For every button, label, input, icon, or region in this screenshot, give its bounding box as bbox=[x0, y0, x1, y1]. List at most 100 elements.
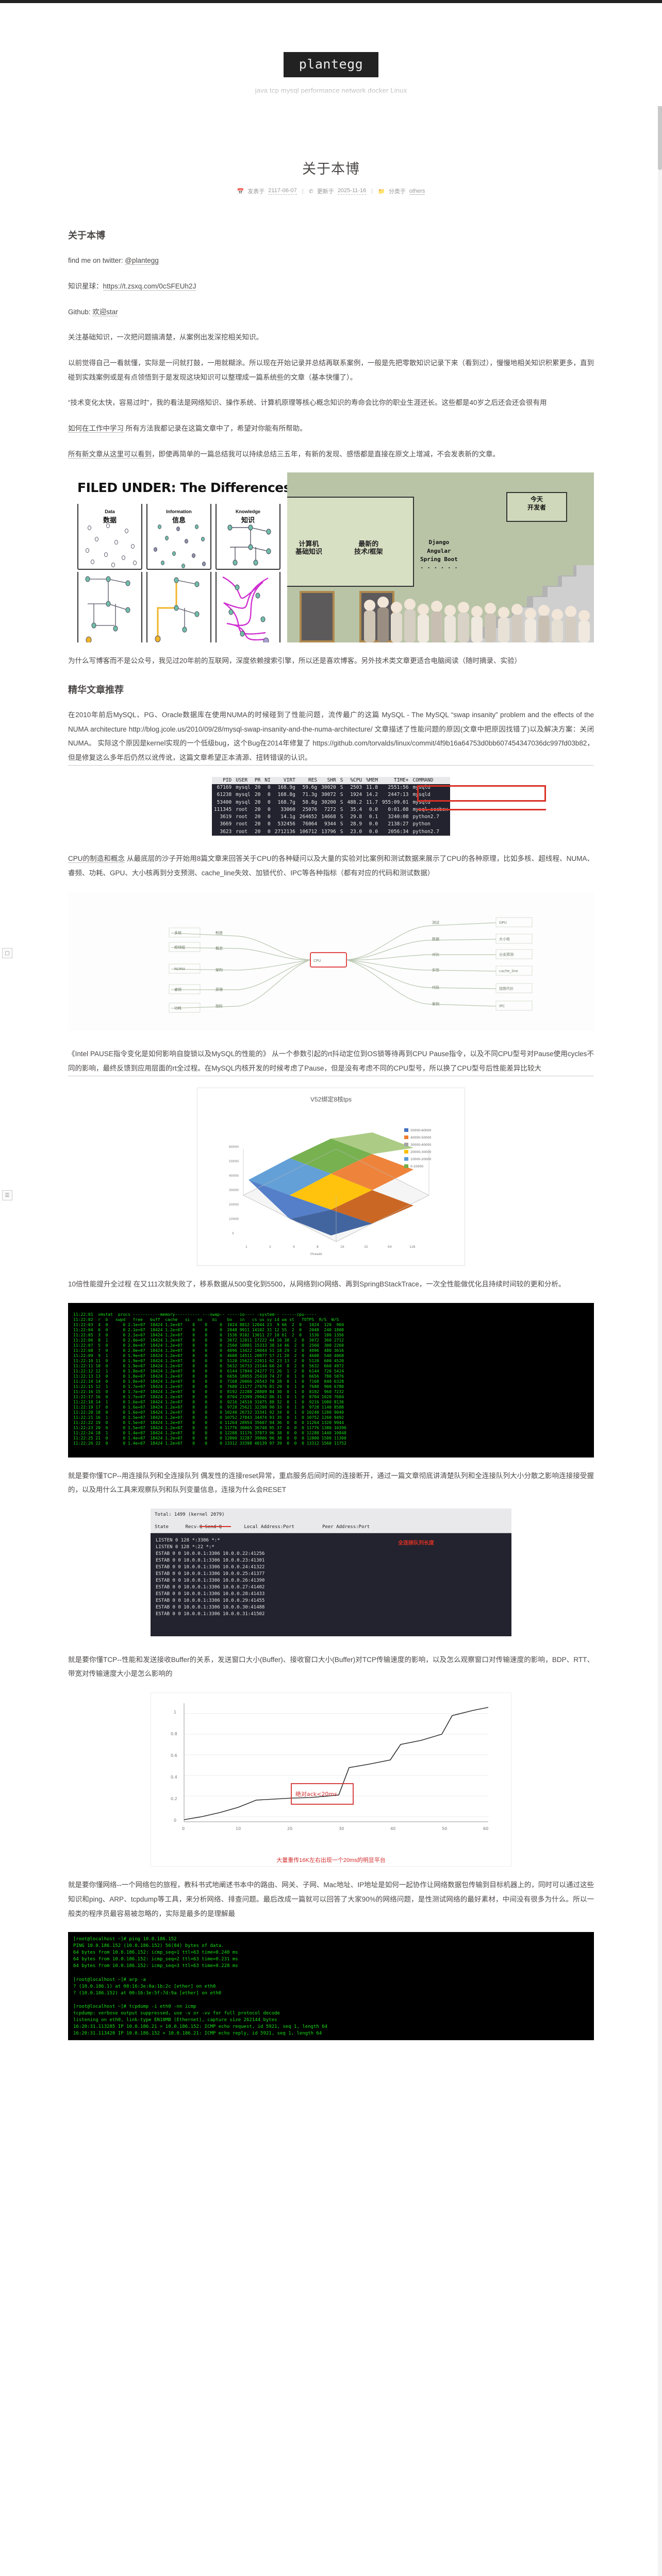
svg-text:CPU: CPU bbox=[313, 959, 321, 963]
th-pid: PID bbox=[211, 776, 234, 785]
svg-text:10: 10 bbox=[236, 1826, 241, 1831]
jar-label-en: Information bbox=[166, 509, 192, 515]
green-terminal-block: 11:22:01 vmstat procs -----------memory-… bbox=[68, 1302, 594, 1458]
list-icon[interactable]: ☰ bbox=[2, 1190, 12, 1200]
table-row: 3623 root 20 0 2712136 106712 13796 S 23.0 0.0 205… bbox=[220, 828, 439, 835]
svg-text:加锁代价: 加锁代价 bbox=[499, 986, 514, 991]
figure-surface-chart: V52绑定8核tps bbox=[68, 1087, 594, 1266]
svg-text:4: 4 bbox=[293, 1245, 295, 1249]
hero-fade bbox=[0, 88, 662, 106]
th-cpu: %CPU bbox=[345, 776, 365, 785]
all-articles-link[interactable]: 所有新文章从这里可以看到 bbox=[68, 450, 152, 459]
svg-text:50000: 50000 bbox=[229, 1160, 239, 1163]
svg-text:50: 50 bbox=[442, 1826, 447, 1831]
svg-text:40000: 40000 bbox=[229, 1174, 239, 1178]
svg-text:多核: 多核 bbox=[174, 930, 181, 935]
knowledge-graph-icon bbox=[227, 524, 271, 566]
svg-text:30000: 30000 bbox=[229, 1189, 239, 1192]
comic-framework-list: Django Angular Spring Boot · · · · · · bbox=[420, 539, 458, 571]
insight-graph-icon bbox=[155, 577, 200, 642]
paragraph-allnew: 所有新文章从这里可以看到，即使再简单的一篇总结我可以持续总结三五年，有新的发现、… bbox=[68, 447, 594, 462]
paragraph-twitter: find me on twitter: @plantegg bbox=[68, 253, 594, 268]
top-table-body: 67169 mysql 20 0 168.9g 59.6g 30020 S 2503 11.8 25… bbox=[212, 784, 450, 836]
jar-information: Information 信息 bbox=[146, 504, 211, 570]
updated-date: 2025-11-16 bbox=[337, 188, 367, 195]
cpu-article-link[interactable]: CPU的制造和概念 bbox=[68, 855, 125, 863]
article-body: 关于本博 find me on twitter: @plantegg 知识星球：… bbox=[68, 195, 594, 2041]
wisdom-graph-icon bbox=[85, 576, 130, 643]
table-row: 3669 root 20 0 532456 76064 9344 S 28.9 0.0 2138:2… bbox=[220, 821, 431, 827]
tangled-graph-icon bbox=[222, 577, 269, 643]
th-time: TIME+ bbox=[379, 776, 411, 785]
top-table-header-row: PID USER PR NI VIRT RES SHR S %CPU %MEM … bbox=[211, 776, 451, 785]
svg-text:30000-40000: 30000-40000 bbox=[410, 1143, 432, 1147]
svg-text:案例: 案例 bbox=[432, 1002, 439, 1006]
paragraph-pause: 《Intel PAUSE指令变化是如何影响自旋锁以及MySQL的性能的》 从一个… bbox=[68, 1047, 594, 1076]
comic-image: FILED UNDER: The Differences Data 数据 bbox=[68, 472, 594, 643]
jar-conspiracy bbox=[216, 572, 280, 643]
surface-chart-svg: 60000 50000 40000 30000 20000 10000 0 1 2 4 8 1… bbox=[229, 1128, 432, 1256]
paragraph-tech: “技术变化太快，容易过时”，我的看法是网络知识、操作系统、计算机原理等核心概念知… bbox=[68, 399, 547, 407]
table-row: 53400 mysql 20 0 168.7g 58.8g 30200 S 488.2 11.7 9… bbox=[217, 799, 431, 805]
comic-jar-row-bottom bbox=[77, 572, 284, 643]
jar-label-en: Knowledge bbox=[235, 509, 260, 515]
svg-text:代码: 代码 bbox=[432, 985, 439, 990]
folder-icon: 📁 bbox=[378, 188, 385, 195]
svg-text:指标: 指标 bbox=[216, 1004, 223, 1008]
svg-text:NUMA: NUMA bbox=[174, 967, 185, 971]
jar-insight bbox=[146, 572, 211, 643]
svg-text:40000-50000: 40000-50000 bbox=[410, 1136, 432, 1140]
comic-wall bbox=[287, 497, 414, 587]
svg-text:1: 1 bbox=[245, 1245, 247, 1249]
zsxq-link[interactable]: https://t.zsxq.com/0cSFEUh2J bbox=[103, 282, 196, 291]
svg-text:分支预测: 分支预测 bbox=[499, 952, 514, 957]
svg-text:GPU: GPU bbox=[499, 921, 507, 925]
cdf-annotation-caption: 大量重传16K左右出现一个20ms的明显平台 bbox=[276, 1857, 386, 1863]
wall-label-frameworks: 最新的 技术/框架 bbox=[354, 540, 383, 556]
paragraph-reset: 就是要你懂TCP--用连接队列和全连接队列 偶发性的连接reset异常，重启服务… bbox=[68, 1471, 594, 1494]
figure-ping-terminal: [root@localhost ~]# ping 10.0.186.152 PI… bbox=[68, 1932, 594, 2041]
table-row: 67169 mysql 20 0 168.9g 59.6g 30020 S 2503 11.8 25… bbox=[217, 785, 431, 791]
svg-text:10000: 10000 bbox=[229, 1217, 239, 1221]
howto-learn-link[interactable]: 如何在工作中学习 bbox=[68, 424, 124, 433]
paragraph-numa: 在2010年前后MySQL、PG、Oracle数据库在使用NUMA的时候碰到了性… bbox=[68, 708, 594, 766]
meta-separator-2: | bbox=[371, 188, 373, 194]
site-brand[interactable]: plantegg bbox=[283, 52, 379, 77]
svg-text:40: 40 bbox=[390, 1826, 395, 1831]
github-star-link[interactable]: 欢迎star bbox=[92, 308, 118, 316]
jar-label-cn: 数据 bbox=[103, 516, 117, 524]
jar-dots bbox=[220, 521, 276, 567]
cdf-annotation-box: 绝对ack<20ms bbox=[295, 1790, 337, 1798]
category-link[interactable]: others bbox=[409, 188, 425, 195]
svg-text:制造: 制造 bbox=[216, 930, 223, 935]
svg-text:threads: threads bbox=[310, 1252, 322, 1256]
svg-text:测试: 测试 bbox=[432, 920, 439, 925]
bookmark-icon[interactable]: ▢ bbox=[2, 948, 12, 958]
table-row: 3619 root 20 0 14.1g 264652 14668 S 29.8 0.1 3240:… bbox=[220, 814, 439, 820]
svg-text:8: 8 bbox=[317, 1245, 319, 1249]
svg-text:2: 2 bbox=[269, 1245, 271, 1249]
meta-separator-1: | bbox=[302, 188, 304, 194]
top-cpu-highlight-box bbox=[417, 785, 546, 802]
page-title: 关于本博 bbox=[302, 161, 360, 177]
cdf-chart-svg: 绝对ack<20ms 00.20.4 0.60.81 0 10 20 30 40 50 … bbox=[153, 1692, 509, 1848]
svg-text:原理: 原理 bbox=[216, 988, 223, 992]
top-output-image: PID USER PR NI VIRT RES SHR S %CPU %MEM … bbox=[211, 776, 546, 836]
svg-text:60000: 60000 bbox=[229, 1145, 239, 1149]
comic-left-panel: FILED UNDER: The Differences Data 数据 bbox=[68, 472, 291, 643]
comic-right-panel: 计算机 基础知识 最新的 技术/框架 今天 开发者 Django Angular… bbox=[287, 472, 594, 643]
svg-text:60: 60 bbox=[483, 1826, 488, 1831]
th-command: COMMAND bbox=[410, 776, 451, 785]
svg-text:cache_line: cache_line bbox=[499, 969, 518, 973]
svg-text:128: 128 bbox=[409, 1245, 416, 1249]
paragraph-howto: 如何在工作中学习 所有方法我都记录在这篇文章中了，希望对你能有所帮助。 bbox=[68, 421, 594, 436]
svg-text:IPC: IPC bbox=[499, 1004, 505, 1008]
th-res: RES bbox=[297, 776, 320, 785]
svg-text:20000-30000: 20000-30000 bbox=[410, 1150, 432, 1154]
jar-wisdom bbox=[77, 572, 142, 643]
updated-icon: ✆ bbox=[308, 188, 313, 195]
twitter-link[interactable]: @plantegg bbox=[125, 257, 159, 265]
surface-chart-card: V52绑定8核tps bbox=[197, 1087, 465, 1266]
paragraph-whyblog: 为什么写博客而不是公众号，我见过20年前的互联网，深度依赖搜索引擎，所以还是喜欢… bbox=[68, 657, 522, 665]
